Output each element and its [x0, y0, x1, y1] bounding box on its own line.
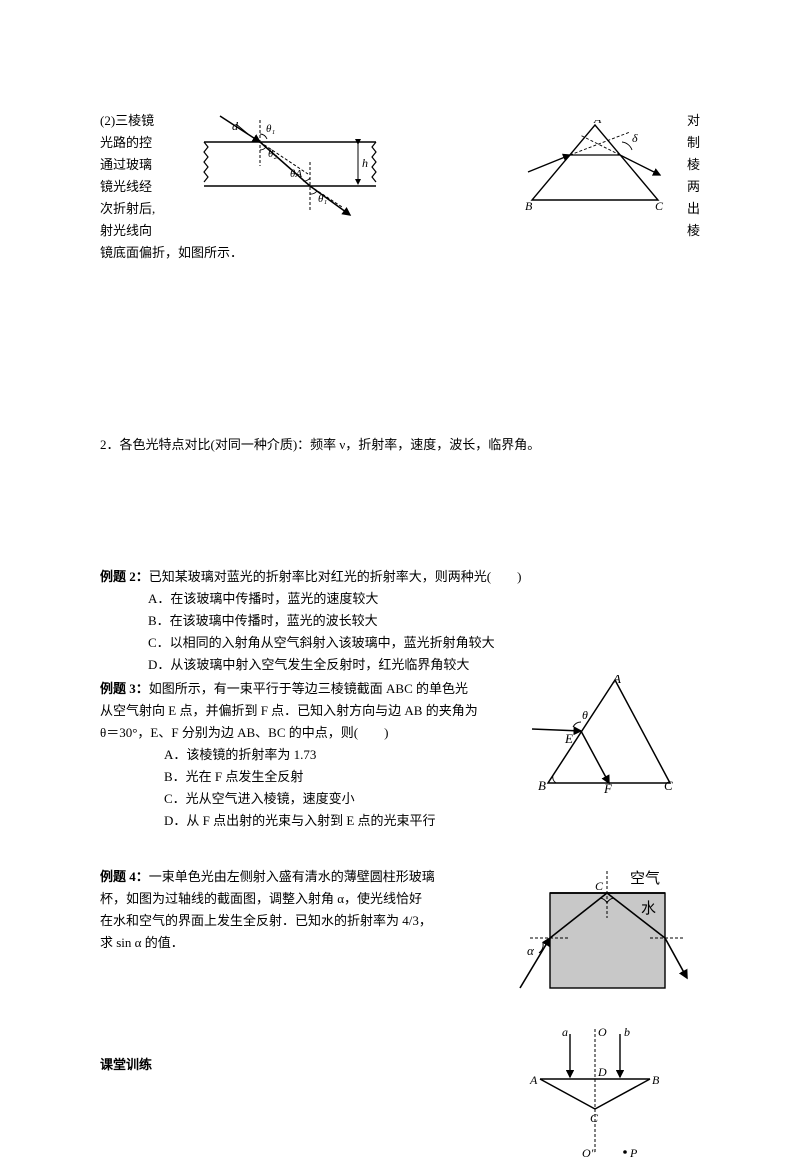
frag: 出 — [684, 198, 700, 220]
svg-text:空气: 空气 — [630, 870, 660, 887]
svg-text:B: B — [525, 199, 533, 213]
svg-text:θ: θ — [582, 708, 588, 722]
ex3-stem1: 如图所示，有一束平行于等边三棱镜截面 ABC 的单色光 — [149, 681, 468, 696]
svg-text:h: h — [362, 156, 368, 170]
svg-text:C: C — [595, 879, 604, 893]
svg-text:O″: O″ — [582, 1146, 597, 1160]
ex4-stem4: 求 sin α 的值． — [100, 932, 470, 954]
ex2-opt-b: B．在该玻璃中传播时，蓝光的波长较大 — [100, 610, 700, 632]
svg-text:θ₁: θ₁ — [318, 193, 327, 205]
frag: 镜底面偏折，如图所示． — [100, 242, 300, 264]
svg-text:C: C — [655, 199, 664, 213]
svg-text:θA: θA — [290, 168, 302, 180]
ex4-stem1: 一束单色光由左侧射入盛有清水的薄壁圆柱形玻璃 — [149, 869, 435, 884]
frag: 光路的控 — [100, 132, 170, 154]
frag: (2)三棱镜 — [100, 110, 170, 132]
svg-text:C: C — [664, 778, 673, 793]
ex2-opt-d: D．从该玻璃中射入空气发生全反射时，红光临界角较大 — [100, 654, 700, 676]
section-prism-intro: (2)三棱镜 光路的控 通过玻璃 镜光线经 次折射后, 射光线向 镜底面偏折，如… — [100, 110, 700, 264]
ex3-stem3: θ＝30°，E、F 分别为边 AB、BC 的中点，则( ) — [100, 722, 495, 744]
page: (2)三棱镜 光路的控 通过玻璃 镜光线经 次折射后, 射光线向 镜底面偏折，如… — [0, 0, 800, 1116]
svg-text:C: C — [590, 1111, 599, 1125]
frag: 两 — [684, 176, 700, 198]
svg-text:B: B — [538, 778, 546, 793]
svg-text:D: D — [597, 1065, 607, 1079]
ex4-title: 例题 4： — [100, 869, 149, 884]
ex2-opt-c: C．以相同的入射角从空气斜射入该玻璃中，蓝光折射角较大 — [100, 632, 700, 654]
svg-text:A: A — [612, 675, 621, 686]
example-3: 例题 3：如图所示，有一束平行于等边三棱镜截面 ABC 的单色光 从空气射向 E… — [100, 678, 700, 832]
ex4-stem2: 杯，如图为过轴线的截面图，调整入射角 α，使光线恰好 — [100, 888, 470, 910]
ex2-title: 例题 2： — [100, 569, 149, 584]
svg-text:α: α — [527, 943, 535, 958]
figure-roof-prism: a b O A B D C O″ P — [520, 1024, 670, 1164]
svg-text:b: b — [624, 1025, 630, 1039]
svg-text:E: E — [564, 731, 573, 746]
frag: 镜光线经 — [100, 176, 170, 198]
ex4-stem3: 在水和空气的界面上发生全反射．已知水的折射率为 4/3， — [100, 910, 470, 932]
frag: 对 — [684, 110, 700, 132]
ex3-opt-a: A．该棱镜的折射率为 1.73 — [100, 744, 495, 766]
svg-text:A: A — [529, 1073, 538, 1087]
frag: 通过玻璃 — [100, 154, 170, 176]
svg-text:O: O — [598, 1025, 607, 1039]
para-colors: 2．各色光特点对比(对同一种介质)：频率 ν，折射率，速度，波长，临界角。 — [100, 434, 700, 456]
example-4: 例题 4：一束单色光由左侧射入盛有清水的薄壁圆柱形玻璃 杯，如图为过轴线的截面图… — [100, 866, 700, 954]
example-2: 例题 2：已知某玻璃对蓝光的折射率比对红光的折射率大，则两种光( ) A．在该玻… — [100, 566, 700, 676]
figure-prism-deviation: A B C δ — [520, 120, 670, 215]
ex3-opt-c: C．光从空气进入棱镜，速度变小 — [100, 788, 495, 810]
svg-text:A: A — [593, 120, 602, 126]
frag: 棱 — [684, 154, 700, 176]
section-color-properties: 2．各色光特点对比(对同一种介质)：频率 ν，折射率，速度，波长，临界角。 — [100, 434, 700, 456]
frag: 射光线向 — [100, 220, 170, 242]
ex3-opt-b: B．光在 F 点发生全反射 — [100, 766, 495, 788]
svg-text:d: d — [232, 119, 239, 133]
svg-text:θ₂: θ₂ — [268, 148, 277, 160]
svg-text:P: P — [629, 1146, 638, 1160]
left-fragment-column: (2)三棱镜 光路的控 通过玻璃 镜光线经 次折射后, 射光线向 镜底面偏折，如… — [100, 110, 170, 264]
svg-text:δ: δ — [632, 131, 638, 145]
svg-text:F: F — [603, 781, 613, 793]
section-classroom-training: 课堂训练 a b O A B D C O″ — [100, 1054, 700, 1076]
ex3-stem2: 从空气射向 E 点，并偏折到 F 点．已知入射方向与边 AB 的夹角为 — [100, 700, 495, 722]
frag: 次折射后, — [100, 198, 170, 220]
figure-cylinder-water: 空气 水 α C — [515, 863, 690, 1003]
right-fragment-column: 对 制 棱 两 出 棱 — [684, 110, 700, 242]
ex2-opt-a: A．在该玻璃中传播时，蓝光的速度较大 — [100, 588, 700, 610]
ex2-stem: 已知某玻璃对蓝光的折射率比对红光的折射率大，则两种光( ) — [149, 569, 522, 584]
frag: 制 — [684, 132, 700, 154]
ex3-title: 例题 3： — [100, 681, 149, 696]
svg-text:B: B — [652, 1073, 660, 1087]
frag: 棱 — [684, 220, 700, 242]
svg-text:a: a — [562, 1025, 568, 1039]
figure-glass-slab: d θ₁ θ₂ θA θ₁ h — [190, 110, 390, 230]
figure-prism-ef: A B C E F θ — [520, 675, 675, 793]
svg-text:水: 水 — [641, 900, 656, 917]
svg-text:θ₁: θ₁ — [266, 123, 275, 135]
ex3-opt-d: D．从 F 点出射的光束与入射到 E 点的光束平行 — [100, 810, 495, 832]
